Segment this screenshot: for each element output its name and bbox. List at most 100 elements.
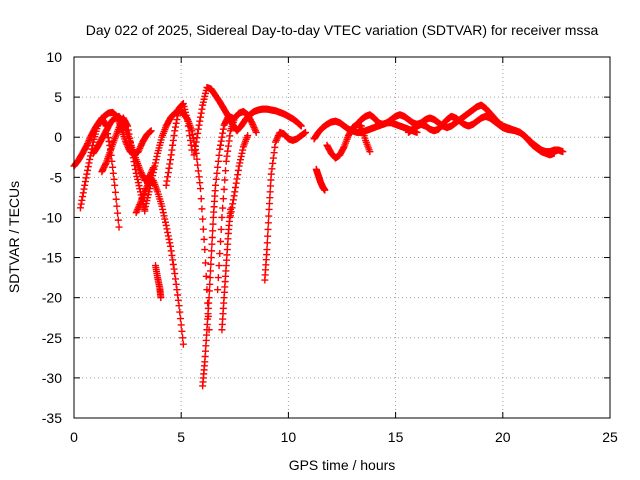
data-point	[115, 223, 123, 231]
data-point	[164, 228, 172, 236]
data-point	[162, 181, 170, 189]
series-track-s	[404, 112, 558, 159]
data-point	[267, 170, 275, 178]
data-point	[209, 220, 217, 228]
data-point	[185, 127, 193, 135]
data-point	[264, 225, 272, 233]
data-point	[198, 205, 206, 213]
data-point	[136, 201, 144, 209]
data-point	[206, 274, 214, 282]
chart-title: Day 022 of 2025, Sidereal Day-to-day VTE…	[86, 22, 599, 38]
series-track-d	[98, 114, 149, 215]
data-point	[179, 334, 187, 342]
data-point	[81, 181, 89, 189]
data-point	[222, 167, 230, 175]
data-point	[297, 122, 305, 130]
x-tick-label: 25	[602, 429, 618, 445]
data-point	[215, 151, 223, 159]
y-tick-label: -10	[42, 209, 62, 225]
series-track-g	[151, 262, 165, 302]
data-point	[166, 242, 174, 250]
data-point	[223, 152, 231, 160]
y-tick-label: 10	[46, 49, 62, 65]
data-point	[176, 308, 184, 316]
data-point	[273, 135, 281, 143]
data-point	[214, 274, 222, 282]
data-point	[233, 175, 241, 183]
data-point	[81, 178, 89, 186]
data-point	[208, 240, 216, 248]
data-point	[132, 169, 140, 177]
data-point	[202, 272, 210, 280]
series-track-e	[132, 177, 187, 348]
data-point	[219, 125, 227, 133]
data-point	[169, 141, 177, 149]
data-point	[85, 159, 93, 167]
data-point	[174, 112, 182, 120]
data-point	[196, 185, 204, 193]
data-point	[191, 142, 199, 150]
y-tick-label: -5	[50, 169, 63, 185]
data-point	[125, 130, 133, 138]
data-point	[196, 179, 204, 187]
data-point	[165, 164, 173, 172]
data-point	[196, 117, 204, 125]
y-tick-label: -35	[42, 410, 62, 426]
data-point	[174, 291, 182, 299]
y-tick-label: -30	[42, 370, 62, 386]
data-point	[187, 141, 195, 149]
data-point	[164, 232, 172, 240]
data-point	[217, 225, 225, 233]
data-point	[251, 125, 259, 133]
data-point	[265, 205, 273, 213]
data-point	[193, 134, 201, 142]
data-point	[158, 202, 166, 210]
data-point	[131, 162, 139, 170]
data-point	[126, 138, 134, 146]
data-point	[265, 212, 273, 220]
data-point	[82, 174, 90, 182]
data-point	[197, 195, 205, 203]
data-point	[274, 133, 282, 141]
data-point	[179, 340, 187, 348]
data-point	[194, 167, 202, 175]
data-point	[239, 146, 247, 154]
data-point	[208, 234, 216, 241]
data-point	[559, 148, 567, 156]
data-point	[79, 193, 87, 201]
y-tick-label: -15	[42, 250, 62, 266]
y-tick-label: -20	[42, 290, 62, 306]
data-point	[174, 296, 182, 304]
data-point	[229, 196, 237, 204]
data-point	[184, 117, 192, 125]
data-point	[266, 194, 274, 202]
data-point	[169, 261, 177, 269]
data-point	[214, 286, 222, 294]
data-point	[163, 225, 171, 233]
data-point	[135, 146, 143, 154]
data-point	[191, 147, 199, 155]
data-point	[248, 119, 256, 127]
data-point	[269, 154, 277, 162]
data-point	[194, 161, 202, 169]
data-point	[159, 205, 167, 213]
data-point	[269, 159, 277, 167]
data-point	[76, 204, 84, 212]
data-point	[234, 166, 242, 174]
data-point	[217, 137, 225, 145]
x-tick-label: 20	[495, 429, 511, 445]
data-point	[218, 213, 226, 221]
data-point	[212, 181, 220, 189]
data-point	[201, 259, 209, 267]
data-point	[195, 173, 203, 181]
data-point	[164, 169, 172, 177]
data-point	[133, 207, 141, 215]
data-point	[109, 163, 117, 171]
data-series	[70, 83, 567, 390]
data-point	[136, 185, 144, 193]
data-point	[270, 149, 278, 157]
data-point	[123, 140, 131, 148]
data-point	[166, 160, 174, 168]
data-point	[123, 121, 131, 129]
data-point	[413, 128, 421, 136]
